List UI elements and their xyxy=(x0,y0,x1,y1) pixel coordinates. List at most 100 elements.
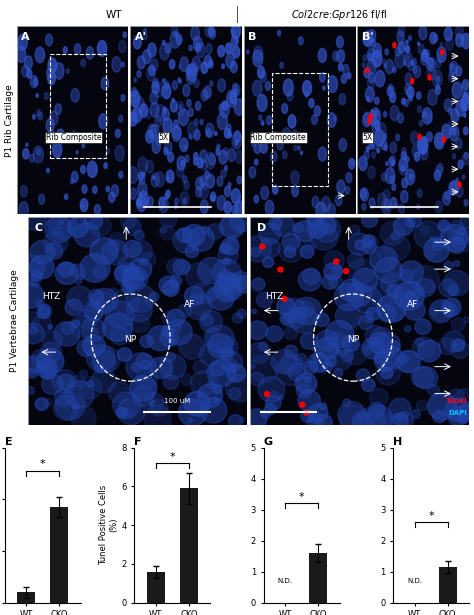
Circle shape xyxy=(444,99,452,111)
Circle shape xyxy=(428,392,456,420)
Circle shape xyxy=(81,165,85,173)
Circle shape xyxy=(146,130,154,143)
Circle shape xyxy=(448,407,468,426)
Circle shape xyxy=(179,79,182,83)
Circle shape xyxy=(334,116,337,121)
Circle shape xyxy=(259,115,262,121)
Text: B: B xyxy=(248,31,257,42)
Circle shape xyxy=(219,150,227,164)
Circle shape xyxy=(377,193,386,208)
Circle shape xyxy=(283,128,291,142)
Circle shape xyxy=(165,43,171,53)
Circle shape xyxy=(260,244,265,249)
Text: *: * xyxy=(299,492,304,502)
Circle shape xyxy=(146,160,154,173)
Circle shape xyxy=(400,261,423,284)
Circle shape xyxy=(339,279,363,301)
Circle shape xyxy=(45,216,73,242)
Circle shape xyxy=(72,130,76,137)
Circle shape xyxy=(372,151,375,158)
Circle shape xyxy=(123,32,127,38)
Circle shape xyxy=(424,49,429,58)
Circle shape xyxy=(463,81,468,90)
Circle shape xyxy=(121,95,125,101)
Circle shape xyxy=(155,116,162,127)
Circle shape xyxy=(456,100,465,116)
Circle shape xyxy=(130,375,157,401)
Text: 5X: 5X xyxy=(158,133,169,142)
Circle shape xyxy=(438,54,443,63)
Circle shape xyxy=(67,218,88,237)
Circle shape xyxy=(301,333,318,349)
Circle shape xyxy=(177,156,185,170)
Circle shape xyxy=(36,304,52,319)
Circle shape xyxy=(126,352,156,381)
Circle shape xyxy=(226,375,255,402)
Circle shape xyxy=(80,254,110,282)
Circle shape xyxy=(74,223,100,247)
Circle shape xyxy=(344,269,349,274)
Circle shape xyxy=(70,315,94,338)
Circle shape xyxy=(382,173,386,181)
Circle shape xyxy=(315,313,329,327)
Circle shape xyxy=(233,84,237,91)
Circle shape xyxy=(452,339,465,351)
Circle shape xyxy=(304,361,318,374)
Circle shape xyxy=(137,354,152,368)
Circle shape xyxy=(179,261,191,272)
Circle shape xyxy=(36,359,57,378)
Circle shape xyxy=(366,308,380,320)
Circle shape xyxy=(371,327,392,347)
Circle shape xyxy=(23,149,29,159)
Circle shape xyxy=(141,252,156,266)
Circle shape xyxy=(282,234,300,250)
Circle shape xyxy=(329,276,343,288)
Circle shape xyxy=(336,349,341,354)
Circle shape xyxy=(54,322,80,346)
Circle shape xyxy=(387,284,401,298)
Circle shape xyxy=(422,50,428,62)
Circle shape xyxy=(368,53,372,60)
Circle shape xyxy=(393,217,413,236)
Circle shape xyxy=(206,44,212,54)
Circle shape xyxy=(363,113,371,127)
Circle shape xyxy=(404,61,406,65)
Circle shape xyxy=(301,151,302,155)
Circle shape xyxy=(235,226,243,234)
Circle shape xyxy=(296,384,311,398)
Circle shape xyxy=(393,42,396,48)
Circle shape xyxy=(203,87,210,98)
Circle shape xyxy=(410,132,418,144)
Circle shape xyxy=(462,33,471,49)
Circle shape xyxy=(372,134,381,149)
Circle shape xyxy=(365,325,385,344)
Circle shape xyxy=(450,221,463,233)
Text: A': A' xyxy=(135,31,146,42)
Circle shape xyxy=(228,183,231,187)
Circle shape xyxy=(462,79,470,93)
Circle shape xyxy=(345,186,350,194)
Circle shape xyxy=(317,216,336,234)
Circle shape xyxy=(178,78,180,82)
Circle shape xyxy=(29,327,37,335)
Circle shape xyxy=(31,270,42,281)
Circle shape xyxy=(197,43,205,57)
Circle shape xyxy=(343,65,349,75)
Circle shape xyxy=(227,124,231,132)
Circle shape xyxy=(271,349,297,374)
Circle shape xyxy=(402,148,407,156)
Circle shape xyxy=(150,102,159,117)
Circle shape xyxy=(220,215,244,238)
Circle shape xyxy=(367,77,374,89)
Circle shape xyxy=(236,276,254,293)
Circle shape xyxy=(162,311,175,325)
Circle shape xyxy=(437,47,446,62)
Circle shape xyxy=(418,340,441,362)
Circle shape xyxy=(452,227,474,252)
Circle shape xyxy=(219,287,228,295)
Circle shape xyxy=(72,172,78,183)
Circle shape xyxy=(428,89,438,106)
Circle shape xyxy=(107,148,110,154)
Circle shape xyxy=(385,168,395,184)
Circle shape xyxy=(71,89,79,102)
